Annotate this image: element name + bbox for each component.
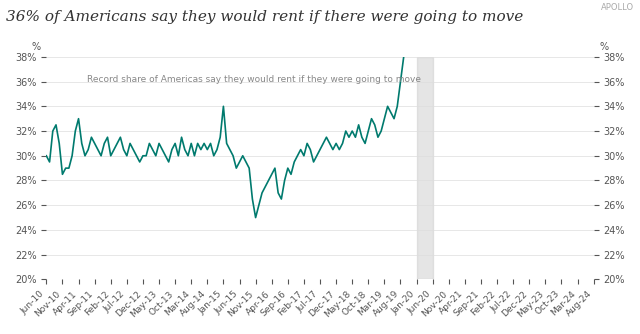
Text: %: % xyxy=(32,42,41,52)
Text: %: % xyxy=(599,42,608,52)
Bar xyxy=(417,57,433,280)
Text: Record share of Americas say they would rent if they were going to move: Record share of Americas say they would … xyxy=(87,75,421,84)
Text: 36% of Americans say they would rent if there were going to move: 36% of Americans say they would rent if … xyxy=(6,10,524,24)
Text: APOLLO: APOLLO xyxy=(600,3,634,12)
